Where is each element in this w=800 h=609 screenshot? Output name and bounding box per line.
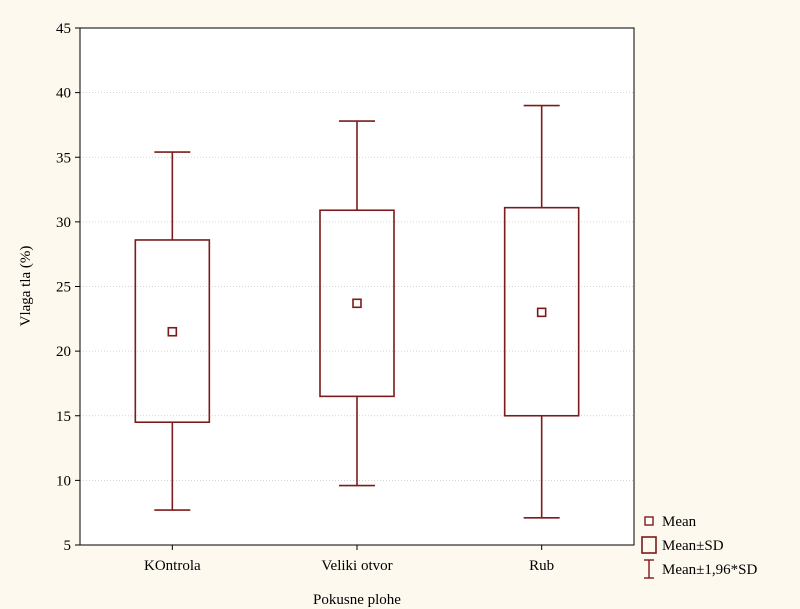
legend-box-marker [641,536,657,554]
y-tick-label: 20 [56,344,71,360]
sd-box [503,206,580,417]
sd-box [134,239,211,424]
mean-marker [352,298,362,309]
x-axis-ticks: KOntrola Veliki otvor Rub [144,545,554,574]
y-tick-label: 30 [56,215,71,231]
box-group [134,151,211,511]
box-group [503,104,580,519]
legend-mean-marker [644,516,654,526]
y-tick-label: 40 [56,86,71,102]
box-group [319,120,395,487]
legend-label: Mean [662,514,697,530]
mean-marker [536,307,547,318]
x-axis-title: Pokusne plohe [313,592,401,608]
y-tick-label: 35 [56,150,71,166]
legend-label: Mean±1,96*SD [662,562,757,578]
legend-label: Mean±SD [662,538,724,554]
y-tick-label: 25 [56,280,71,296]
mean-marker [167,326,178,337]
sd-box [319,209,395,398]
x-tick-label: Veliki otvor [321,558,392,574]
y-axis-title: Vlaga tla (%) [18,246,34,327]
y-tick-label: 15 [56,409,71,425]
y-tick-label: 10 [56,473,71,489]
x-tick-label: KOntrola [144,558,201,574]
y-tick-label: 45 [56,21,71,37]
x-tick-label: Rub [529,558,554,574]
y-axis-ticks: 5 10 15 20 25 30 35 40 45 [56,21,80,554]
legend-item: Mean±1,96*SD [644,559,757,579]
series-boxes [134,104,580,519]
legend-item: Mean [644,514,697,530]
legend-item: Mean±SD [641,536,724,554]
legend: Mean Mean±SD Mean±1,96*SD [641,514,757,579]
y-tick-label: 5 [64,538,72,554]
